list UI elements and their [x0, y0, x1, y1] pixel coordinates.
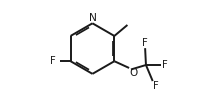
Text: F: F — [50, 56, 56, 66]
Text: F: F — [162, 60, 167, 70]
Text: F: F — [153, 81, 159, 91]
Text: N: N — [89, 13, 96, 23]
Text: O: O — [129, 68, 138, 78]
Text: F: F — [142, 38, 148, 48]
